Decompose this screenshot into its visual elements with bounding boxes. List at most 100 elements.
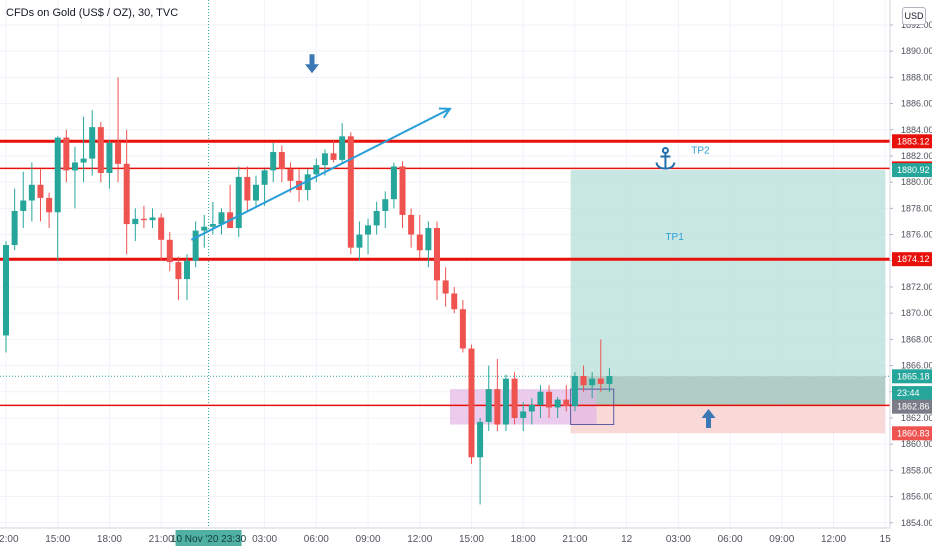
price-tag: 23:44 bbox=[892, 386, 932, 401]
price-tag: 1865.18 bbox=[892, 369, 932, 384]
candle-body bbox=[563, 399, 570, 407]
y-tick-label: 1858.00 bbox=[901, 465, 932, 475]
drawings[interactable]: TP1 TP2 bbox=[190, 54, 716, 428]
candle-body bbox=[235, 176, 242, 229]
y-tick-label: 1876.00 bbox=[901, 230, 932, 240]
candle-body bbox=[184, 260, 191, 280]
candle-body bbox=[537, 391, 544, 405]
anchor-icon bbox=[655, 147, 676, 170]
candle-body bbox=[158, 217, 165, 240]
candle-body bbox=[321, 153, 328, 166]
candle-body bbox=[477, 421, 484, 458]
candle-body bbox=[54, 137, 61, 213]
candle-body bbox=[175, 262, 182, 280]
x-tick-label: 03:00 bbox=[666, 534, 691, 545]
y-tick-label: 1880.00 bbox=[901, 177, 932, 187]
candle-body bbox=[399, 166, 406, 215]
candle-body bbox=[89, 127, 96, 159]
candle-body bbox=[63, 137, 70, 171]
candle-body bbox=[132, 218, 139, 225]
y-tick-label: 1866.00 bbox=[901, 361, 932, 371]
price-tag-label: 1865.18 bbox=[897, 371, 930, 381]
x-tick-label: 12:00 bbox=[407, 534, 432, 545]
entry-band bbox=[570, 376, 886, 406]
arrow-up-icon bbox=[701, 408, 716, 428]
candle-body bbox=[485, 389, 492, 422]
candle-body bbox=[252, 184, 259, 201]
y-tick-label: 1862.00 bbox=[901, 413, 932, 423]
candle-body bbox=[166, 239, 173, 263]
candle-body bbox=[123, 163, 130, 225]
profit-zone bbox=[570, 170, 886, 377]
y-tick-label: 1860.00 bbox=[901, 439, 932, 449]
currency-button[interactable]: USD bbox=[902, 7, 926, 25]
candle-body bbox=[390, 166, 397, 200]
candle-body bbox=[313, 165, 320, 175]
crosshair-time-bg bbox=[175, 530, 242, 546]
candle-body bbox=[554, 399, 561, 408]
position-tool[interactable] bbox=[449, 170, 886, 434]
y-tick-label: 1854.00 bbox=[901, 518, 932, 528]
candle-body bbox=[97, 127, 104, 173]
candle-body bbox=[20, 200, 27, 211]
x-tick-label: 06:00 bbox=[718, 534, 743, 545]
candle-body bbox=[28, 184, 35, 201]
candle-body bbox=[149, 217, 156, 221]
price-tag-label: 1874.12 bbox=[897, 254, 930, 264]
price-tag: 1862.86 bbox=[892, 399, 932, 414]
candle-body bbox=[80, 158, 87, 163]
price-tag-label: 23:44 bbox=[897, 388, 920, 398]
candle-body bbox=[434, 228, 440, 281]
candle-body bbox=[494, 389, 501, 425]
candle-body bbox=[11, 210, 18, 246]
candle-body bbox=[442, 280, 449, 294]
candle-body bbox=[201, 226, 208, 231]
price-axis-bg bbox=[890, 0, 932, 550]
candle-body bbox=[520, 411, 527, 418]
candle-body bbox=[330, 153, 337, 160]
candle-body bbox=[192, 230, 199, 261]
x-tick-label: 15 bbox=[880, 534, 892, 545]
x-tick-label: 15:00 bbox=[45, 534, 70, 545]
candle-body bbox=[571, 376, 578, 407]
candle-body bbox=[408, 214, 415, 235]
candle-body bbox=[373, 210, 380, 226]
price-tag: 1860.83 bbox=[892, 426, 932, 441]
y-tick-label: 1884.00 bbox=[901, 125, 932, 135]
y-tick-label: 1886.00 bbox=[901, 99, 932, 109]
x-tick-label: 21:00 bbox=[562, 534, 587, 545]
price-tag-label: 1880.92 bbox=[897, 165, 930, 175]
x-tick-label: 06:00 bbox=[304, 534, 329, 545]
x-tick-label: 12:00 bbox=[821, 534, 846, 545]
y-tick-label: 1890.00 bbox=[901, 46, 932, 56]
candle-body bbox=[46, 197, 53, 213]
candle-body bbox=[546, 391, 553, 408]
tp2-label: TP2 bbox=[691, 145, 710, 156]
candle-body bbox=[511, 378, 518, 418]
candle-body bbox=[304, 174, 311, 191]
candle-body bbox=[589, 378, 596, 386]
candle-body bbox=[3, 245, 9, 336]
price-tag-label: 1862.86 bbox=[897, 402, 930, 412]
x-tick-label: 12:00 bbox=[0, 534, 19, 545]
x-tick-label: 15:00 bbox=[459, 534, 484, 545]
candle-body bbox=[270, 152, 277, 171]
price-tag-label: 1860.83 bbox=[897, 428, 930, 438]
y-tick-label: 1888.00 bbox=[901, 72, 932, 82]
price-tag: 1883.12 bbox=[892, 134, 932, 149]
y-tick-label: 1872.00 bbox=[901, 282, 932, 292]
arrow-down-icon bbox=[305, 54, 320, 74]
candle-body bbox=[115, 142, 122, 164]
candle-body bbox=[287, 169, 294, 181]
candle-body bbox=[261, 170, 268, 185]
candle-body bbox=[106, 142, 113, 173]
horizontal-levels[interactable] bbox=[0, 139, 890, 407]
y-tick-label: 1868.00 bbox=[901, 334, 932, 344]
candle-body bbox=[278, 152, 285, 170]
candle-body bbox=[347, 136, 354, 248]
candle-body bbox=[209, 224, 216, 227]
y-tick-label: 1856.00 bbox=[901, 492, 932, 502]
y-tick-label: 1878.00 bbox=[901, 203, 932, 213]
candle-body bbox=[425, 228, 432, 251]
